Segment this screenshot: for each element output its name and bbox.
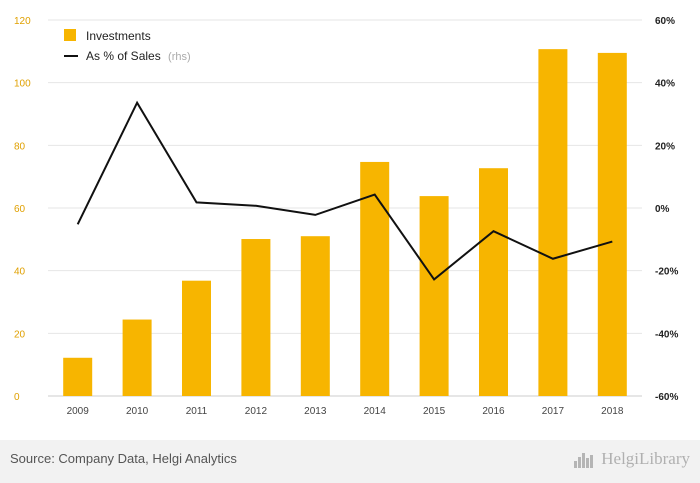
right-tick-label: 0% — [655, 204, 670, 215]
legend-sales-pct-name: As % of Sales — [86, 49, 161, 63]
x-tick-label: 2015 — [423, 406, 446, 417]
left-tick-label: 100 — [14, 79, 31, 90]
left-tick-label: 40 — [14, 267, 26, 278]
left-tick-label: 0 — [14, 392, 20, 403]
bar — [597, 52, 627, 397]
legend-sales-pct-suffix: (rhs) — [168, 51, 191, 63]
bar — [360, 161, 390, 396]
x-tick-label: 2014 — [364, 406, 387, 417]
bar — [419, 196, 449, 396]
x-axis-ticks: 2009 2010 2011 2012 2013 2014 2015 2016 2017 2018 — [67, 406, 624, 417]
bar — [182, 280, 211, 396]
right-tick-label: -60% — [655, 392, 678, 403]
library-logo-icon — [574, 453, 594, 468]
line-path — [76, 100, 613, 281]
x-tick-label: 2009 — [67, 406, 90, 417]
x-tick-label: 2011 — [186, 406, 208, 417]
x-tick-label: 2018 — [601, 406, 624, 417]
investment-bars — [63, 49, 627, 397]
sales-pct-line — [76, 100, 613, 281]
left-tick-label: 60 — [14, 204, 26, 215]
right-tick-label: -20% — [655, 267, 678, 278]
right-tick-label: 20% — [655, 141, 675, 152]
right-tick-label: -40% — [655, 329, 678, 340]
footer: Source: Company Data, Helgi Analytics He… — [0, 440, 700, 483]
brand-logo: HelgiLibrary — [573, 449, 690, 469]
bar — [300, 236, 330, 396]
brand-text: HelgiLibrary — [601, 449, 690, 468]
right-tick-label: 40% — [655, 79, 675, 90]
bar — [241, 239, 271, 396]
left-axis-ticks: 0 20 40 60 80 100 120 — [14, 16, 31, 403]
x-tick-label: 2010 — [126, 406, 149, 417]
legend-investments-label: Investments — [86, 29, 151, 43]
right-tick-label: 60% — [655, 16, 675, 27]
left-tick-label: 80 — [14, 141, 26, 152]
x-tick-label: 2013 — [304, 406, 327, 417]
legend: Investments As % of Sales (rhs) — [64, 29, 191, 63]
x-tick-label: 2012 — [245, 406, 268, 417]
bar — [122, 319, 152, 396]
legend-sales-pct-label: As % of Sales (rhs) — [86, 49, 191, 63]
left-tick-label: 120 — [14, 16, 31, 27]
legend-bar-swatch — [64, 29, 76, 41]
left-tick-label: 20 — [14, 329, 26, 340]
x-tick-label: 2016 — [482, 406, 505, 417]
x-tick-label: 2017 — [542, 406, 565, 417]
right-axis-ticks: -60% -40% -20% 0% 20% 40% 60% — [655, 16, 678, 403]
bar — [479, 168, 508, 396]
bar — [63, 357, 93, 396]
bar — [538, 49, 568, 396]
source-text: Source: Company Data, Helgi Analytics — [10, 451, 237, 466]
